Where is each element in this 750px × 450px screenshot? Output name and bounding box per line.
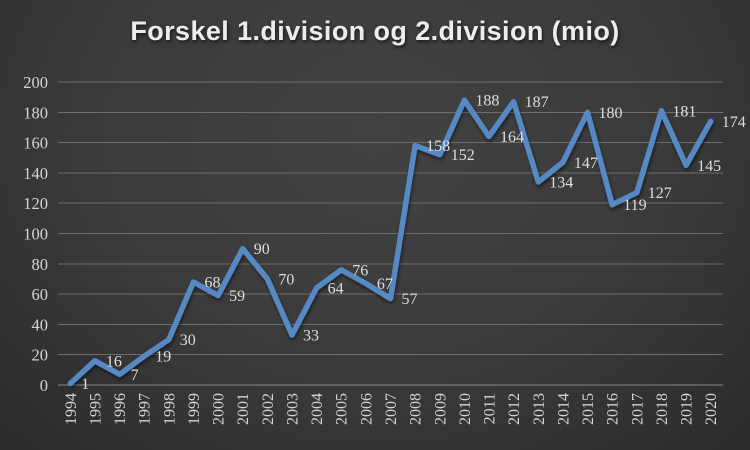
data-line-series bbox=[67, 97, 714, 387]
data-label: 33 bbox=[303, 328, 319, 345]
y-axis-tick-label: 20 bbox=[32, 346, 49, 365]
data-label: 7 bbox=[131, 367, 139, 384]
data-label: 134 bbox=[549, 175, 573, 192]
x-axis-tick-label: 2007 bbox=[383, 393, 400, 425]
data-label: 180 bbox=[599, 105, 623, 122]
data-label: 181 bbox=[672, 103, 696, 120]
x-axis-tick-label: 2000 bbox=[211, 393, 228, 425]
data-label: 70 bbox=[278, 271, 294, 288]
x-axis-tick-label: 2012 bbox=[506, 393, 523, 425]
x-axis-tick-label: 2017 bbox=[629, 393, 646, 425]
data-label: 59 bbox=[229, 288, 245, 305]
data-label: 76 bbox=[352, 262, 368, 279]
x-axis-tick-label: 1995 bbox=[87, 393, 104, 425]
data-label: 164 bbox=[500, 129, 524, 146]
x-axis-tick-label: 2018 bbox=[654, 393, 671, 425]
x-axis-tick-label: 2014 bbox=[555, 393, 572, 425]
data-label: 147 bbox=[574, 155, 598, 172]
y-axis-tick-label: 40 bbox=[32, 315, 49, 334]
data-label: 67 bbox=[377, 276, 393, 293]
data-label: 90 bbox=[254, 241, 270, 258]
data-label: 68 bbox=[205, 275, 221, 292]
chart-title: Forskel 1.division og 2.division (mio) bbox=[130, 16, 620, 46]
x-axis-tick-label: 2011 bbox=[482, 393, 499, 424]
x-axis-tick-label: 2009 bbox=[432, 393, 449, 425]
data-label: 145 bbox=[697, 158, 721, 175]
x-axis-tick-label: 1997 bbox=[137, 393, 154, 425]
data-label: 64 bbox=[328, 281, 344, 298]
data-label: 19 bbox=[155, 349, 171, 366]
data-label: 30 bbox=[180, 332, 196, 349]
y-axis-tick-label: 180 bbox=[23, 103, 48, 122]
x-axis-tick-label: 2006 bbox=[358, 393, 375, 425]
data-label: 152 bbox=[451, 147, 475, 164]
x-axis-tick-label: 1994 bbox=[63, 393, 80, 425]
x-axis-tick-label: 1996 bbox=[112, 393, 129, 425]
y-axis-tick-label: 160 bbox=[23, 134, 48, 153]
y-axis-tick-label: 120 bbox=[23, 194, 48, 213]
x-axis-tick-label: 2020 bbox=[703, 393, 720, 425]
x-axis-tick-label: 2019 bbox=[679, 393, 696, 425]
y-axis-tick-label: 0 bbox=[40, 376, 48, 395]
x-axis-tick-label: 2013 bbox=[531, 393, 548, 425]
y-axis-tick-label: 60 bbox=[32, 285, 49, 304]
data-label: 158 bbox=[426, 138, 450, 155]
x-axis-tick-label: 2010 bbox=[457, 393, 474, 425]
y-axis-tick-label: 140 bbox=[23, 164, 48, 183]
data-label: 16 bbox=[106, 353, 122, 370]
y-axis-tick-label: 80 bbox=[32, 255, 49, 274]
x-axis-tick-label: 2016 bbox=[605, 393, 622, 425]
x-axis-tick-label: 1998 bbox=[161, 393, 178, 425]
data-label: 187 bbox=[525, 94, 549, 111]
data-label: 57 bbox=[402, 291, 418, 308]
x-axis-tick-label: 2004 bbox=[309, 393, 326, 425]
x-axis-tick-label: 2001 bbox=[235, 393, 252, 425]
x-axis-tick-label: 2002 bbox=[260, 393, 277, 425]
data-label: 174 bbox=[722, 114, 746, 131]
y-axis-tick-label: 200 bbox=[23, 73, 48, 92]
data-label: 1 bbox=[81, 376, 89, 393]
data-label: 119 bbox=[623, 197, 646, 214]
data-label: 127 bbox=[648, 185, 672, 202]
x-axis-tick-label: 2005 bbox=[334, 393, 351, 425]
data-label: 188 bbox=[475, 93, 499, 110]
x-axis-tick-label: 2015 bbox=[580, 393, 597, 425]
x-axis-tick-label: 2003 bbox=[285, 393, 302, 425]
x-axis-tick-label: 1999 bbox=[186, 393, 203, 425]
x-axis-tick-label: 2008 bbox=[408, 393, 425, 425]
y-axis-tick-label: 100 bbox=[23, 225, 48, 244]
